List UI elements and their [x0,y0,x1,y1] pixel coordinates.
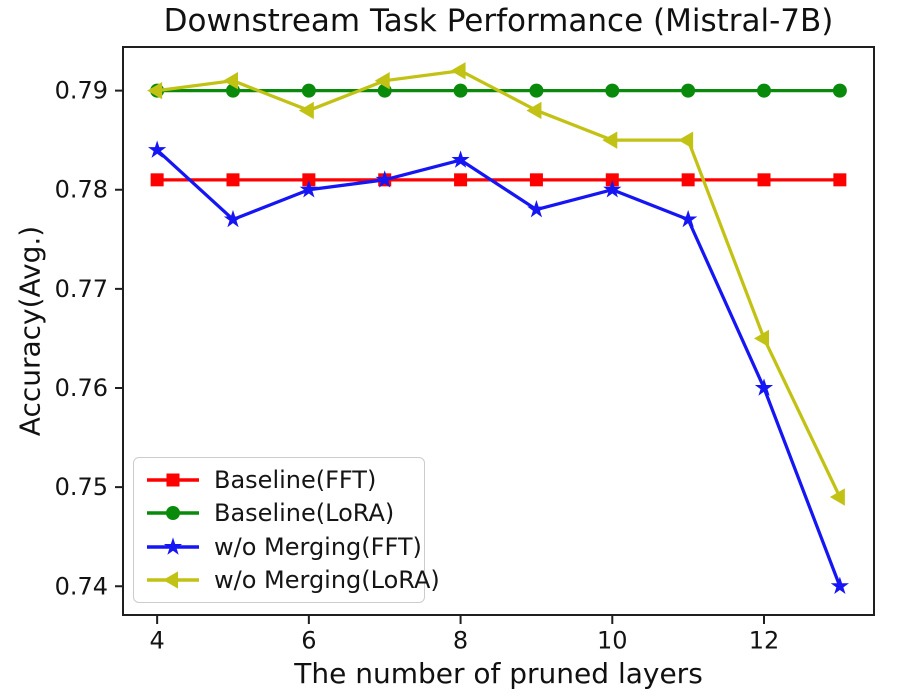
series-marker-0 [681,173,695,187]
series-marker-1 [529,83,544,98]
x-tick-label: 4 [149,627,164,655]
series-marker-2 [527,199,546,218]
y-tick-label: 0.74 [55,572,108,600]
series-marker-2 [299,180,318,198]
y-tick-label: 0.75 [55,473,108,501]
legend-sample-marker [163,571,178,589]
y-tick-label: 0.78 [55,176,108,204]
series-marker-0 [529,173,543,187]
series-line-3 [156,69,842,498]
x-axis-label: The number of pruned layers [294,657,703,690]
series-marker-3 [602,131,618,149]
series-marker-2 [451,150,470,168]
series-line-2 [156,148,842,587]
series-marker-2 [830,576,849,595]
series-marker-1 [605,83,620,98]
series-marker-2 [754,378,774,396]
series-marker-3 [298,101,314,120]
legend-item-2: w/o Merging(FFT) [144,530,422,563]
legend-label: w/o Merging(LoRA) [214,566,440,595]
series-marker-0 [150,173,164,187]
legend-item-0: Baseline(FFT) [144,463,414,496]
series-marker-0 [302,173,316,187]
legend-sample-triangle-left-icon [147,571,199,589]
series-marker-0 [454,173,468,187]
series-marker-1 [681,83,696,98]
legend-sample-marker [166,506,180,521]
legend-sample-star-icon [147,537,199,555]
series-marker-0 [833,173,847,187]
series-marker-1 [453,83,468,98]
x-tick-label: 6 [301,627,316,655]
x-tick-label: 10 [597,627,628,655]
series-marker-2 [375,170,394,188]
legend-item-3: w/o Merging(LoRA) [144,564,440,597]
series-marker-2 [223,209,243,228]
y-tick-label: 0.79 [55,77,108,105]
series-marker-3 [147,81,163,100]
series-marker-2 [603,180,622,198]
series-marker-1 [757,83,772,98]
series-marker-2 [148,140,167,158]
legend-label: Baseline(LoRA) [214,499,395,528]
series-marker-3 [829,488,845,506]
legend-item-1: Baseline(LoRA) [144,497,414,530]
series-marker-3 [222,72,238,90]
series-marker-3 [450,62,466,80]
chart-title: Downstream Task Performance (Mistral-7B) [163,3,834,39]
series-marker-0 [226,173,240,187]
series-marker-3 [678,131,694,149]
series-marker-3 [526,101,542,120]
series-marker-1 [301,83,316,98]
x-tick-label: 8 [453,627,468,655]
plot-border [122,46,875,616]
legend-sample-square-icon [147,473,199,487]
y-tick-label: 0.76 [55,374,108,402]
x-tick-label: 12 [749,627,780,655]
legend-sample-marker [166,473,180,487]
legend-sample-circle-icon [147,506,199,521]
series-marker-0 [605,173,619,187]
legend-label: Baseline(FFT) [214,465,377,494]
y-tick-label: 0.77 [55,275,108,303]
legend: Baseline(FFT) Baseline(LoRA) w/o Merging(F… [133,457,440,603]
legend-label: w/o Merging(FFT) [214,532,422,561]
series-marker-0 [757,173,771,187]
series-marker-3 [374,72,390,90]
series-marker-3 [754,329,770,348]
series-marker-2 [679,209,698,228]
legend-sample-marker [163,537,183,555]
series-marker-1 [832,83,847,98]
